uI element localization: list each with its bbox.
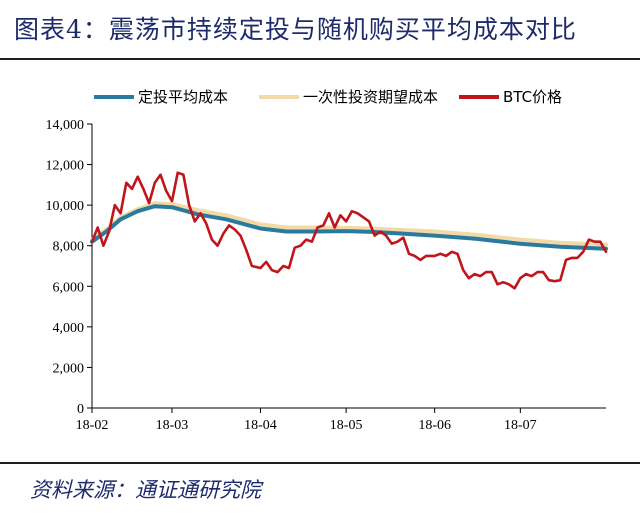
series-line-0 — [90, 204, 608, 251]
chart-title: 图表4：震荡市持续定投与随机购买平均成本对比 — [14, 15, 577, 44]
y-tick-label: 4,000 — [53, 321, 85, 336]
legend-label: 定投平均成本 — [138, 88, 228, 106]
y-tick-label: 10,000 — [46, 199, 85, 214]
y-tick-label: 2,000 — [53, 361, 85, 376]
series-line-2 — [90, 171, 608, 290]
y-tick-label: 8,000 — [53, 240, 85, 255]
legend: 定投平均成本 一次性投资期望成本 BTC价格 — [94, 88, 562, 106]
y-tick-label: 12,000 — [46, 159, 85, 174]
x-tick-label: 18-07 — [504, 418, 537, 433]
legend-label: 一次性投资期望成本 — [303, 88, 438, 106]
axes: 0 2,000 4,000 6,000 8,000 10,000 12,000 14,000 1… — [46, 118, 606, 433]
y-tick-label: 0 — [77, 402, 84, 417]
line-chart: 定投平均成本 一次性投资期望成本 BTC价格 0 2,000 4,000 6,000 8,0… — [46, 88, 608, 433]
footer-divider — [0, 462, 640, 464]
x-tick-label: 18-04 — [244, 418, 277, 433]
legend-label: BTC价格 — [503, 88, 562, 106]
x-tick-label: 18-05 — [330, 418, 363, 433]
title-bar: 图表4：震荡市持续定投与随机购买平均成本对比 — [0, 0, 640, 60]
x-tick-label: 18-03 — [156, 418, 189, 433]
x-tick-label: 18-02 — [76, 418, 109, 433]
y-tick-label: 14,000 — [46, 118, 85, 133]
series-line-1 — [90, 201, 608, 247]
y-tick-label: 6,000 — [53, 280, 85, 295]
series-lines — [90, 171, 608, 290]
source-note: 资料来源：通证通研究院 — [30, 478, 261, 502]
x-tick-label: 18-06 — [418, 418, 451, 433]
